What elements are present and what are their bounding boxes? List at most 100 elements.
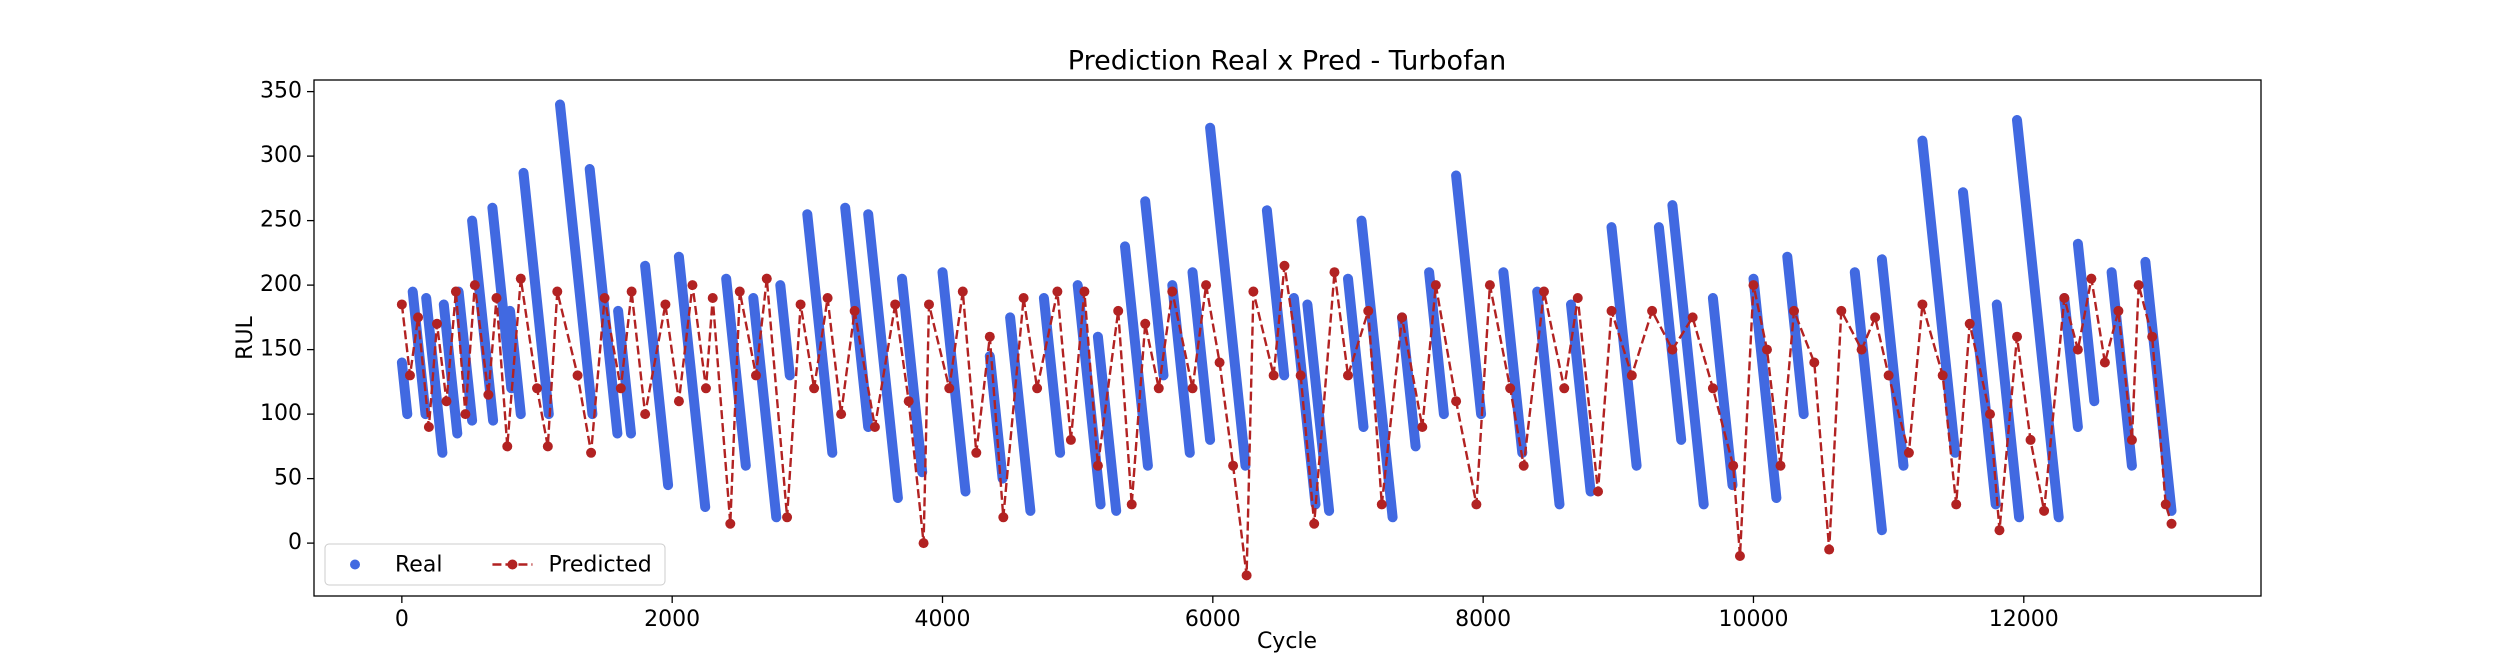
predicted-marker [1505,383,1516,394]
predicted-marker [1809,357,1820,368]
predicted-marker [1728,460,1739,471]
predicted-marker [1167,286,1178,297]
predicted-marker [1856,344,1867,355]
predicted-marker [1484,280,1495,291]
predicted-marker [734,286,745,297]
x-tick-label: 10000 [1718,607,1788,632]
predicted-marker [586,447,597,458]
predicted-marker [944,383,955,394]
predicted-marker [1214,357,1225,368]
predicted-marker [890,299,901,310]
predicted-marker [1994,525,2005,536]
predicted-marker [1538,286,1549,297]
predicted-marker [552,286,563,297]
x-tick-label: 0 [395,607,409,632]
predicted-marker [2059,293,2070,304]
predicted-marker [1870,312,1881,323]
predicted-marker [1937,370,1948,381]
predicted-marker [396,299,407,310]
predicted-marker [483,389,494,400]
predicted-marker [673,396,684,407]
predicted-marker [750,370,761,381]
y-tick-label: 0 [288,530,302,555]
predicted-marker [2072,344,2083,355]
predicted-marker [957,286,968,297]
predicted-marker [809,383,820,394]
predicted-marker [413,312,424,323]
predicted-marker [2086,273,2097,284]
predicted-marker [1626,370,1637,381]
predicted-marker [2012,331,2023,342]
plot-area [396,99,2177,581]
predicted-marker [1018,293,1029,304]
y-axis-label: RUL [233,315,258,359]
predicted-marker [707,293,718,304]
predicted-marker [1667,344,1678,355]
predicted-marker [1363,305,1374,316]
legend-marker [350,559,360,570]
predicted-marker [2147,331,2158,342]
predicted-marker [1917,299,1928,310]
predicted-marker [2099,357,2110,368]
predicted-marker [1606,305,1617,316]
predicted-marker [2025,434,2036,445]
predicted-line [400,265,2173,576]
predicted-marker [441,396,452,407]
y-tick-label: 250 [260,208,302,233]
predicted-marker [1153,383,1164,394]
predicted-marker [1065,434,1076,445]
legend-label: Real [395,553,442,578]
predicted-marker [984,331,995,342]
predicted-marker [836,409,847,420]
predicted-marker [1951,499,1962,510]
predicted-marker [1518,460,1529,471]
real-series [396,99,2177,536]
predicted-marker [1451,396,1462,407]
y-tick-label: 200 [260,272,302,297]
predicted-marker [1201,280,1212,291]
predicted-marker [1241,570,1252,581]
predicted-marker [491,293,502,304]
predicted-marker [1268,370,1279,381]
predicted-marker [1775,460,1786,471]
y-tick-label: 350 [260,79,302,104]
predicted-marker [1092,460,1103,471]
predicted-marker [1734,551,1745,562]
legend-marker [507,559,518,570]
predicted-marker [1187,383,1198,394]
predicted-marker [1248,286,1259,297]
predicted-marker [1687,312,1698,323]
predicted-marker [849,305,860,316]
predicted-marker [1559,383,1570,394]
x-axis-label: Cycle [1257,629,1317,654]
predicted-marker [971,447,982,458]
predicted-marker [1748,280,1759,291]
predicted-marker [423,422,434,433]
predicted-marker [795,299,806,310]
predicted-marker [1985,409,1996,420]
predicted-marker [660,299,671,310]
predicted-marker [700,383,711,394]
y-tick-label: 150 [260,337,302,362]
predicted-marker [542,441,553,452]
predicted-marker [572,370,583,381]
predicted-marker [1836,305,1847,316]
predicted-marker [1113,305,1124,316]
y-tick-label: 300 [260,143,302,168]
predicted-marker [782,512,793,523]
predicted-marker [532,383,543,394]
predicted-marker [1430,280,1441,291]
predicted-marker [1140,318,1151,329]
x-tick-label: 4000 [915,607,971,632]
axes-frame [313,79,2262,597]
predicted-marker [903,396,914,407]
predicted-marker [1789,305,1800,316]
predicted-marker [822,293,833,304]
x-tick-label: 8000 [1455,607,1511,632]
predicted-marker [626,286,637,297]
predicted-marker [2160,499,2171,510]
predicted-marker [1397,312,1408,323]
predicted-marker [869,422,880,433]
predicted-marker [1126,499,1137,510]
